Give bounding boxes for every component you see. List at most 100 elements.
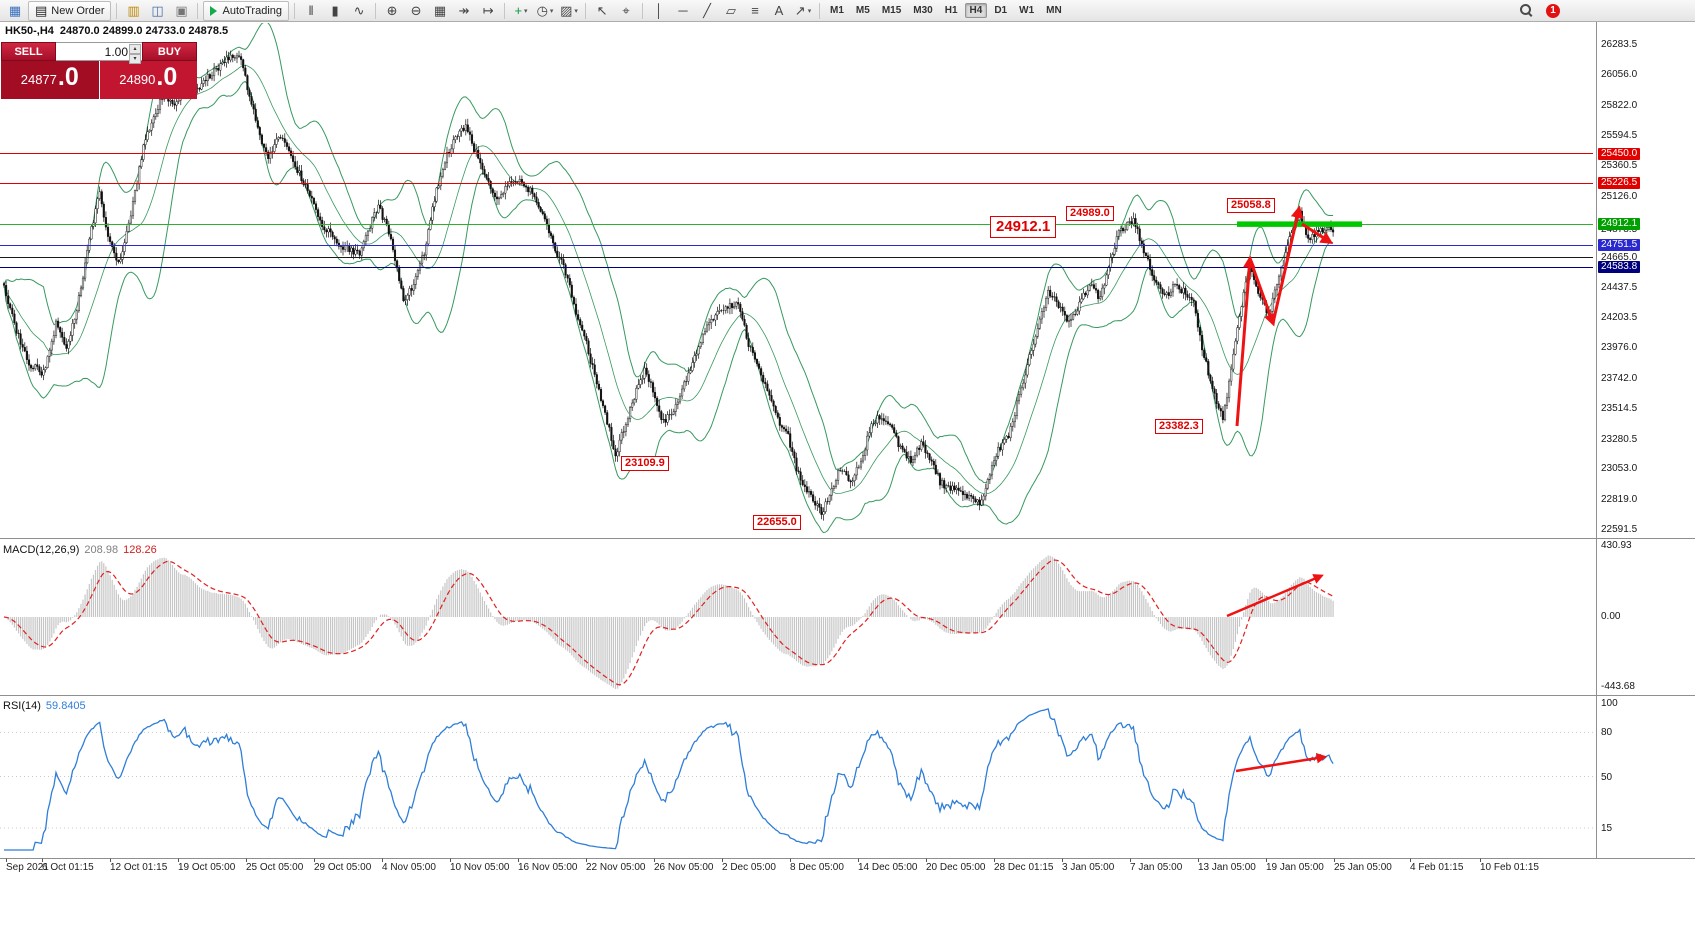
terminal-icon[interactable]: ▣ xyxy=(170,1,192,21)
timeframe-h1[interactable]: H1 xyxy=(944,5,958,16)
indicators-icon-glyph: + xyxy=(514,3,523,18)
app-chart-icon[interactable]: ▦ xyxy=(4,1,26,21)
macd-signal-value: 128.26 xyxy=(123,544,157,556)
buy-price-box[interactable]: 24890 .0 xyxy=(99,61,197,99)
volume-input[interactable]: 1.00 ▴ ▾ xyxy=(56,42,142,64)
notification-badge[interactable]: 1 xyxy=(1546,3,1560,18)
timeframe-d1[interactable]: D1 xyxy=(994,5,1008,16)
equidistant-channel-icon[interactable]: ▱ xyxy=(720,1,742,21)
horizontal-line-icon[interactable]: ─ xyxy=(672,1,694,21)
templates-icon-caret[interactable]: ▾ xyxy=(574,7,578,15)
navigator-icon[interactable]: ◫ xyxy=(146,1,168,21)
time-axis-label: 7 Jan 05:00 xyxy=(1130,862,1183,873)
toolbar-separator xyxy=(585,2,587,19)
sell-button[interactable]: SELL xyxy=(1,42,56,61)
periods-icon-caret[interactable]: ▾ xyxy=(549,7,554,15)
price-scale-label: 23514.5 xyxy=(1601,402,1638,414)
timeframe-m5[interactable]: M5 xyxy=(855,5,870,16)
price-scale-label: 23742.0 xyxy=(1601,372,1638,384)
toolbar-separator xyxy=(504,2,506,19)
timeframe-m1[interactable]: M1 xyxy=(830,5,844,16)
candlestick-chart-icon[interactable]: ▮ xyxy=(324,1,346,21)
price-scale-label: 25594.5 xyxy=(1601,129,1638,141)
time-axis-label: 13 Jan 05:00 xyxy=(1198,862,1256,873)
macd-scale-label: 0.00 xyxy=(1601,611,1621,622)
zoom-in-icon-glyph: ⊕ xyxy=(386,3,398,18)
zoom-in-icon[interactable]: ⊕ xyxy=(381,1,403,21)
trade-widget-prices: 24877 .0 24890 .0 xyxy=(1,61,197,99)
trendline-icon[interactable]: ╱ xyxy=(696,1,718,21)
rsi-indicator-label: RSI(14) 59.8405 xyxy=(3,700,86,712)
sell-price-frac: .0 xyxy=(57,63,79,91)
timeframe-mn[interactable]: MN xyxy=(1046,5,1062,16)
time-axis-label: 4 Nov 05:00 xyxy=(382,862,436,873)
search-icon[interactable] xyxy=(1519,3,1534,18)
timeframe-w1[interactable]: W1 xyxy=(1019,5,1035,16)
toolbar-right-group: 1 xyxy=(1519,3,1560,18)
crosshair-icon[interactable]: ⌖ xyxy=(615,1,637,21)
cursor-icon[interactable]: ↖ xyxy=(591,1,613,21)
timeframe-m30[interactable]: M30 xyxy=(913,5,933,16)
time-axis-label: 25 Jan 05:00 xyxy=(1334,862,1392,873)
chart-shift-icon[interactable]: ↦ xyxy=(477,1,499,21)
line-chart-icon[interactable]: ∿ xyxy=(348,1,370,21)
bar-chart-icon[interactable]: ‖ xyxy=(300,1,322,21)
templates-icon-glyph: ▨ xyxy=(560,3,573,18)
arrows-tool-icon[interactable]: ↗ ▾ xyxy=(792,1,814,21)
indicators-icon[interactable]: + ▾ xyxy=(510,1,532,21)
tile-windows-icon[interactable]: ▦ xyxy=(429,1,451,21)
buy-price-frac: .0 xyxy=(156,63,178,91)
macd-name: MACD(12,26,9) xyxy=(3,544,80,556)
price-marker-label: 24583.8 xyxy=(1598,261,1641,274)
vertical-line-icon[interactable]: │ xyxy=(648,1,670,21)
price-marker-label: 24751.5 xyxy=(1598,239,1641,252)
main-toolbar: ▦ ▤ New Order ▥ ◫ ▣ AutoTrading ‖ ▮ ∿ ⊕ ⊖ ▦ ↠ ↦ + ▾ ◷ ▾ ▨ ▾ ↖… xyxy=(0,0,1695,22)
timeframe-m15[interactable]: M15 xyxy=(881,5,902,16)
templates-icon[interactable]: ▨ ▾ xyxy=(558,1,580,21)
new-order-button-glyph: ▤ xyxy=(35,3,48,18)
price-callout: 24912.1 xyxy=(990,216,1057,238)
periods-icon[interactable]: ◷ ▾ xyxy=(534,1,556,21)
arrows-tool-icon-caret[interactable]: ▾ xyxy=(807,7,812,15)
price-scale-label: 24665.0 xyxy=(1601,251,1638,263)
toolbar-separator xyxy=(375,2,377,19)
rsi-scale-label: 15 xyxy=(1601,823,1613,834)
toolbar-items: ▦ ▤ New Order ▥ ◫ ▣ AutoTrading ‖ ▮ ∿ ⊕ ⊖ ▦ ↠ ↦ + ▾ ◷ ▾ ▨ ▾ ↖… xyxy=(3,0,1068,21)
trendline-icon-glyph: ╱ xyxy=(703,3,711,18)
volume-down-icon[interactable]: ▾ xyxy=(129,54,141,64)
chart-symbol-period: HK50-,H4 xyxy=(5,25,54,37)
fibonacci-icon[interactable]: ≡ xyxy=(744,1,766,21)
chart-shift-icon-glyph: ↦ xyxy=(482,3,494,18)
rsi-scale-label: 100 xyxy=(1601,698,1618,709)
time-axis-label: 6 Oct 01:15 xyxy=(42,862,94,873)
volume-up-icon[interactable]: ▴ xyxy=(129,44,141,54)
tile-windows-icon-glyph: ▦ xyxy=(433,3,447,18)
zoom-out-icon[interactable]: ⊖ xyxy=(405,1,427,21)
price-marker-label: 25450.0 xyxy=(1598,147,1641,160)
toolbar-separator xyxy=(819,2,821,19)
time-axis-label: 20 Dec 05:00 xyxy=(926,862,986,873)
price-scale-label: 25360.5 xyxy=(1601,160,1638,172)
time-axis-label: 19 Oct 05:00 xyxy=(178,862,236,873)
time-axis-label: 10 Nov 05:00 xyxy=(450,862,510,873)
text-icon[interactable]: A xyxy=(768,1,790,21)
buy-button[interactable]: BUY xyxy=(142,42,197,61)
terminal-icon-glyph: ▣ xyxy=(175,3,188,18)
sell-price-box[interactable]: 24877 .0 xyxy=(1,61,100,99)
price-marker-label: 25226.5 xyxy=(1598,176,1641,189)
rsi-scale-label: 50 xyxy=(1601,771,1613,783)
time-axis[interactable]: Sep 2021 6 Oct 01:15 12 Oct 01:15 19 Oct 05… xyxy=(0,858,1695,880)
autotrading-button[interactable]: AutoTrading xyxy=(203,0,290,21)
time-axis-label: 28 Dec 01:15 xyxy=(994,862,1054,873)
market-watch-icon[interactable]: ▥ xyxy=(122,1,144,21)
periods-icon-glyph: ◷ xyxy=(536,3,548,18)
timeframe-h4[interactable]: H4 xyxy=(964,3,988,18)
indicators-icon-caret[interactable]: ▾ xyxy=(524,7,528,15)
macd-indicator-label: MACD(12,26,9) 208.98 128.26 xyxy=(3,544,157,556)
auto-scroll-icon[interactable]: ↠ xyxy=(453,1,475,21)
chart-ohlc-values: 24870.0 24899.0 24733.0 24878.5 xyxy=(59,25,229,37)
toolbar-separator xyxy=(642,2,644,19)
new-order-button[interactable]: ▤ New Order xyxy=(28,0,112,21)
price-scale-label: 26056.0 xyxy=(1601,68,1638,80)
